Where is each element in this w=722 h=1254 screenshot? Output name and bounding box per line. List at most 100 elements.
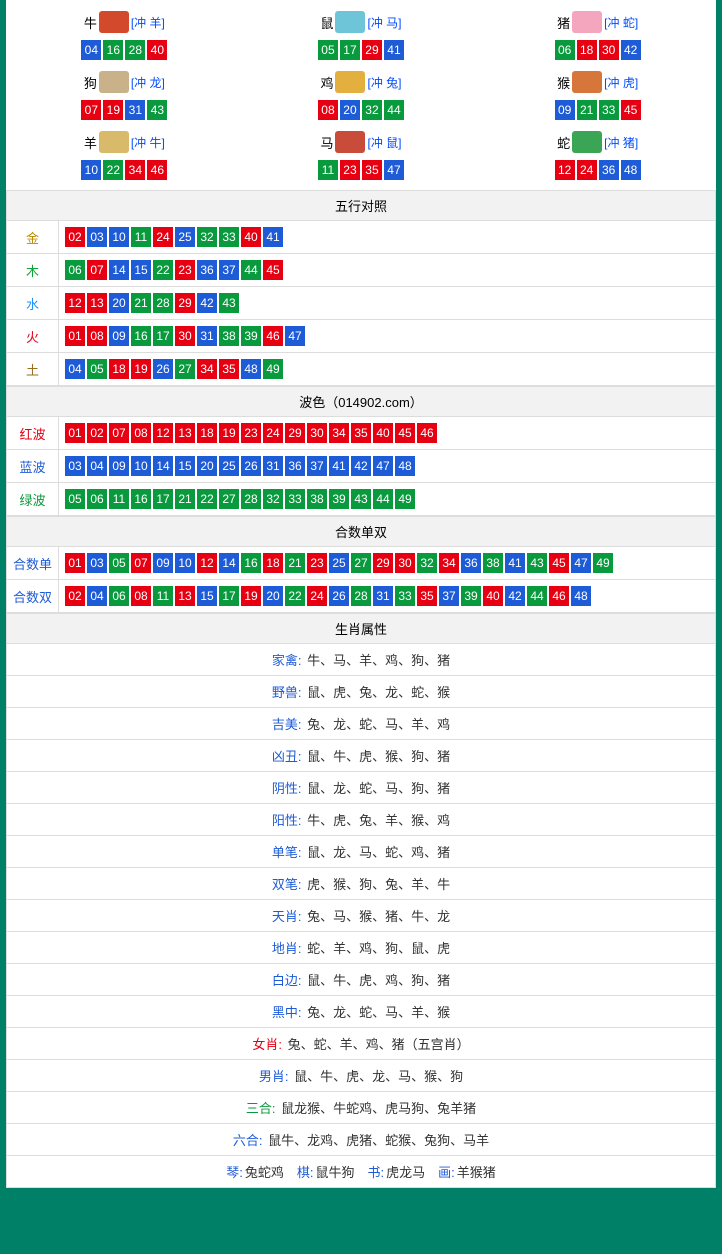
attr-row: 凶丑: 鼠、牛、虎、猴、狗、猪	[7, 740, 716, 772]
zodiac-numbers: 04162840	[6, 40, 243, 60]
number-ball: 20	[340, 100, 360, 120]
number-ball: 43	[219, 293, 239, 313]
attr-row: 阳性: 牛、虎、兔、羊、猴、鸡	[7, 804, 716, 836]
number-ball: 47	[285, 326, 305, 346]
number-ball: 29	[175, 293, 195, 313]
number-ball: 47	[571, 553, 591, 573]
attr-value: 鼠牛狗	[315, 1165, 354, 1180]
attr-key: 吉美:	[272, 717, 305, 732]
shuxing-table: 生肖属性 家禽: 牛、马、羊、鸡、狗、猪野兽: 鼠、虎、兔、龙、蛇、猴吉美: 兔…	[6, 613, 716, 1188]
number-ball: 34	[197, 359, 217, 379]
number-ball: 21	[577, 100, 597, 120]
zodiac-conflict: [冲 猪]	[604, 134, 638, 151]
zodiac-numbers: 07193143	[6, 100, 243, 120]
heshu-table: 合数单双 合数单01030507091012141618212325272930…	[6, 516, 716, 613]
number-ball: 35	[417, 586, 437, 606]
number-ball: 11	[318, 160, 338, 180]
number-ball: 17	[153, 326, 173, 346]
number-ball: 08	[87, 326, 107, 346]
number-ball: 35	[219, 359, 239, 379]
attr-key: 画:	[438, 1165, 455, 1180]
attr-value: 鼠、牛、虎、猴、狗、猪	[307, 749, 450, 764]
number-ball: 10	[109, 227, 129, 247]
number-ball: 41	[505, 553, 525, 573]
table-row: 蓝波03040910141520252631363741424748	[7, 450, 716, 483]
number-ball: 05	[109, 553, 129, 573]
attr-row: 双笔: 虎、猴、狗、兔、羊、牛	[7, 868, 716, 900]
number-ball: 09	[109, 326, 129, 346]
number-ball: 05	[65, 489, 85, 509]
zodiac-icon	[335, 131, 365, 153]
number-ball: 16	[103, 40, 123, 60]
attr-row: 单笔: 鼠、龙、马、蛇、鸡、猪	[7, 836, 716, 868]
zodiac-icon	[335, 11, 365, 33]
row-numbers: 06071415222336374445	[59, 254, 716, 287]
attr-value: 兔、马、猴、猪、牛、龙	[307, 909, 450, 924]
attr-row: 吉美: 兔、龙、蛇、马、羊、鸡	[7, 708, 716, 740]
row-numbers: 05061116172122272832333839434449	[59, 483, 716, 516]
attr-value: 蛇、羊、鸡、狗、鼠、虎	[307, 941, 450, 956]
number-ball: 40	[483, 586, 503, 606]
number-ball: 07	[81, 100, 101, 120]
row-label: 合数单	[7, 547, 59, 580]
number-ball: 04	[87, 586, 107, 606]
zodiac-cell: 猪[冲 蛇]06183042	[479, 4, 716, 64]
attr-key: 三合:	[246, 1101, 279, 1116]
table-row: 土04051819262734354849	[7, 353, 716, 386]
attr-key: 女肖:	[252, 1037, 285, 1052]
number-ball: 13	[175, 586, 195, 606]
number-ball: 30	[599, 40, 619, 60]
attr-cell: 六合: 鼠牛、龙鸡、虎猪、蛇猴、兔狗、马羊	[7, 1124, 716, 1156]
attr-value: 鼠、牛、虎、鸡、狗、猪	[307, 973, 450, 988]
zodiac-conflict: [冲 龙]	[131, 74, 165, 91]
number-ball: 38	[483, 553, 503, 573]
number-ball: 22	[153, 260, 173, 280]
number-ball: 30	[395, 553, 415, 573]
number-ball: 01	[65, 553, 85, 573]
number-ball: 19	[131, 359, 151, 379]
attr-cell: 单笔: 鼠、龙、马、蛇、鸡、猪	[7, 836, 716, 868]
attr-value: 牛、虎、兔、羊、猴、鸡	[307, 813, 450, 828]
number-ball: 18	[577, 40, 597, 60]
attr-value: 兔、蛇、羊、鸡、猪（五宫肖）	[288, 1037, 470, 1052]
number-ball: 06	[65, 260, 85, 280]
zodiac-icon	[572, 71, 602, 93]
attr-key: 野兽:	[272, 685, 305, 700]
attr-cell: 黑中: 兔、龙、蛇、马、羊、猴	[7, 996, 716, 1028]
table-row: 木06071415222336374445	[7, 254, 716, 287]
zodiac-name: 鸡	[320, 73, 333, 92]
number-ball: 32	[263, 489, 283, 509]
number-ball: 46	[263, 326, 283, 346]
number-ball: 24	[307, 586, 327, 606]
number-ball: 26	[329, 586, 349, 606]
number-ball: 28	[153, 293, 173, 313]
row-label: 木	[7, 254, 59, 287]
zodiac-cell: 狗[冲 龙]07193143	[6, 64, 243, 124]
number-ball: 45	[621, 100, 641, 120]
zodiac-icon	[99, 131, 129, 153]
attr-cell: 天肖: 兔、马、猴、猪、牛、龙	[7, 900, 716, 932]
number-ball: 04	[65, 359, 85, 379]
zodiac-conflict: [冲 羊]	[131, 14, 165, 31]
number-ball: 44	[241, 260, 261, 280]
number-ball: 31	[373, 586, 393, 606]
number-ball: 23	[175, 260, 195, 280]
attr-row: 野兽: 鼠、虎、兔、龙、蛇、猴	[7, 676, 716, 708]
number-ball: 18	[109, 359, 129, 379]
number-ball: 23	[340, 160, 360, 180]
number-ball: 34	[329, 423, 349, 443]
number-ball: 31	[263, 456, 283, 476]
number-ball: 18	[197, 423, 217, 443]
row-label: 火	[7, 320, 59, 353]
attr-cell: 阳性: 牛、虎、兔、羊、猴、鸡	[7, 804, 716, 836]
row-numbers: 04051819262734354849	[59, 353, 716, 386]
number-ball: 42	[505, 586, 525, 606]
number-ball: 24	[153, 227, 173, 247]
zodiac-conflict: [冲 鼠]	[367, 134, 401, 151]
number-ball: 14	[109, 260, 129, 280]
number-ball: 16	[131, 489, 151, 509]
zodiac-cell: 羊[冲 牛]10223446	[6, 124, 243, 184]
number-ball: 29	[285, 423, 305, 443]
zodiac-icon	[572, 11, 602, 33]
number-ball: 15	[197, 586, 217, 606]
